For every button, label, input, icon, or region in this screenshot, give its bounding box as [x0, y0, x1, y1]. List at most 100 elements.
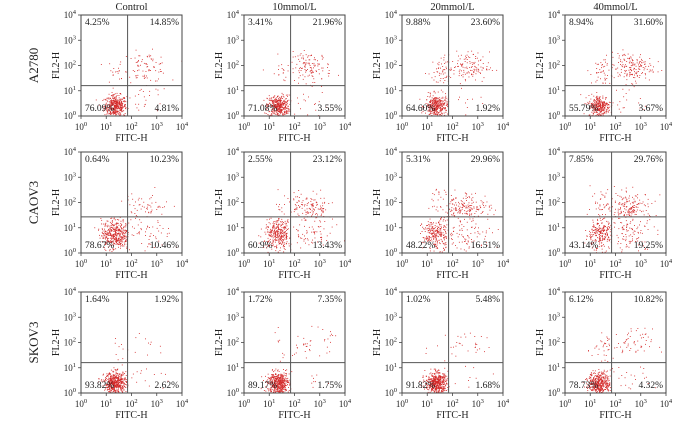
data-point [109, 374, 111, 376]
data-point [592, 105, 593, 106]
data-point [632, 186, 634, 188]
data-point [461, 228, 463, 230]
data-point [612, 206, 613, 208]
data-point [125, 235, 127, 237]
data-point [267, 229, 269, 231]
data-point [453, 208, 455, 210]
data-point [600, 198, 602, 200]
data-point [599, 204, 601, 206]
data-point [460, 211, 461, 213]
data-point [445, 232, 447, 234]
data-point [114, 243, 116, 245]
data-point [422, 247, 424, 249]
data-point [146, 64, 148, 65]
data-point [295, 67, 297, 69]
data-point [485, 232, 487, 234]
data-point [442, 232, 444, 234]
data-point [110, 112, 112, 114]
data-point [117, 105, 119, 107]
x-axis-label: FITC-H [599, 133, 631, 144]
data-point [111, 224, 113, 225]
data-point [453, 231, 454, 232]
data-point [606, 227, 608, 228]
data-point [270, 114, 272, 116]
data-point [600, 240, 602, 242]
data-point [435, 243, 436, 245]
data-point [438, 105, 440, 107]
data-point [474, 61, 476, 63]
data-point [331, 226, 333, 228]
data-point [625, 240, 627, 242]
data-point [443, 107, 445, 108]
quadrant-ul-percent: 9.88% [406, 18, 431, 28]
scatter-panel: 100100101101102102103103104104FITC-HFL2-… [535, 146, 673, 281]
data-point [602, 82, 604, 84]
x-tick-label: 100 [238, 258, 250, 269]
data-point [603, 101, 605, 102]
data-point [112, 110, 114, 112]
x-tick-label: 103 [314, 258, 326, 269]
data-point [472, 62, 474, 64]
data-point [450, 201, 452, 203]
data-point [597, 237, 598, 239]
tick-exponent: 3 [323, 121, 326, 128]
data-point [277, 225, 278, 227]
data-point [121, 388, 123, 390]
data-point [274, 99, 276, 100]
data-point [121, 228, 123, 229]
data-point [643, 69, 645, 71]
data-point [115, 105, 117, 106]
data-point [283, 107, 285, 108]
data-point [122, 237, 124, 239]
data-point [277, 109, 279, 111]
data-point [119, 242, 121, 244]
data-point [626, 245, 628, 247]
data-point [604, 111, 606, 113]
data-point [459, 69, 461, 71]
data-point [595, 202, 596, 204]
data-point [593, 226, 595, 228]
data-point [267, 237, 269, 239]
x-axis-label: FITC-H [436, 133, 468, 144]
data-point [108, 234, 110, 236]
data-point [309, 59, 311, 61]
data-point [310, 72, 312, 73]
data-point [273, 96, 275, 98]
data-point [644, 73, 646, 74]
data-point [426, 235, 428, 237]
data-point [294, 209, 296, 211]
data-point [328, 75, 330, 77]
data-point [110, 373, 112, 375]
data-point [315, 213, 316, 215]
data-point [464, 238, 466, 240]
data-point [121, 378, 123, 380]
data-point [599, 109, 601, 111]
data-point [429, 107, 431, 109]
data-point [629, 214, 631, 216]
data-point [459, 220, 461, 222]
data-point [121, 109, 122, 111]
data-point [488, 227, 490, 229]
data-point [649, 58, 651, 59]
data-point [438, 233, 440, 235]
data-point [115, 230, 116, 232]
data-point [104, 380, 106, 381]
data-point [606, 204, 608, 206]
data-point [280, 102, 282, 103]
data-point [462, 197, 464, 199]
data-point [294, 113, 296, 115]
data-point [113, 237, 114, 239]
data-point [142, 75, 144, 77]
data-point [109, 386, 111, 388]
data-point [105, 242, 107, 244]
data-point [112, 71, 114, 73]
data-point [599, 102, 601, 104]
data-point [104, 381, 106, 382]
data-point [101, 219, 103, 221]
data-point [622, 203, 624, 204]
data-point [148, 70, 150, 71]
data-point [629, 241, 631, 243]
data-point [438, 221, 439, 223]
data-point [437, 101, 439, 103]
data-point [114, 382, 116, 383]
